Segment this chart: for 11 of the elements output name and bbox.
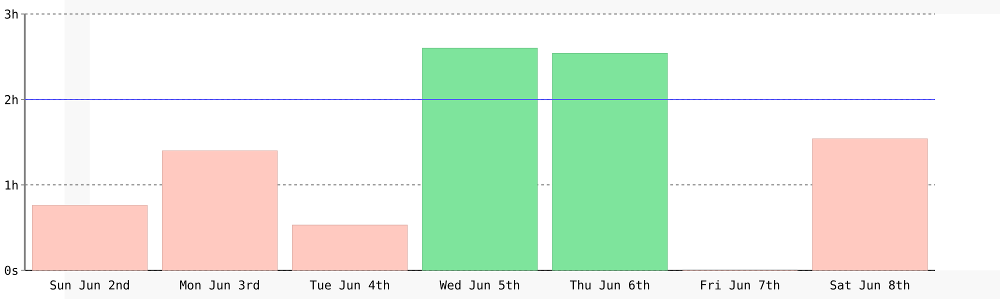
y-tick-label: 1h [6,180,18,190]
y-tick-label: 3h [4,9,18,19]
x-tick-label: Mon Jun 3rd [180,280,259,290]
x-tick-label: Wed Jun 5th [440,280,520,290]
y-tick-label: 2h [4,94,18,104]
x-tick-label: Thu Jun 6th [570,280,650,290]
x-tick-label: Fri Jun 7th [701,280,780,290]
x-tick-label: Sat Jun 8th [830,280,910,290]
x-tick-label: Tue Jun 4th [310,280,390,290]
x-tick-label: Sun Jun 2nd [50,280,129,290]
y-tick-label: 0s [4,266,18,275]
